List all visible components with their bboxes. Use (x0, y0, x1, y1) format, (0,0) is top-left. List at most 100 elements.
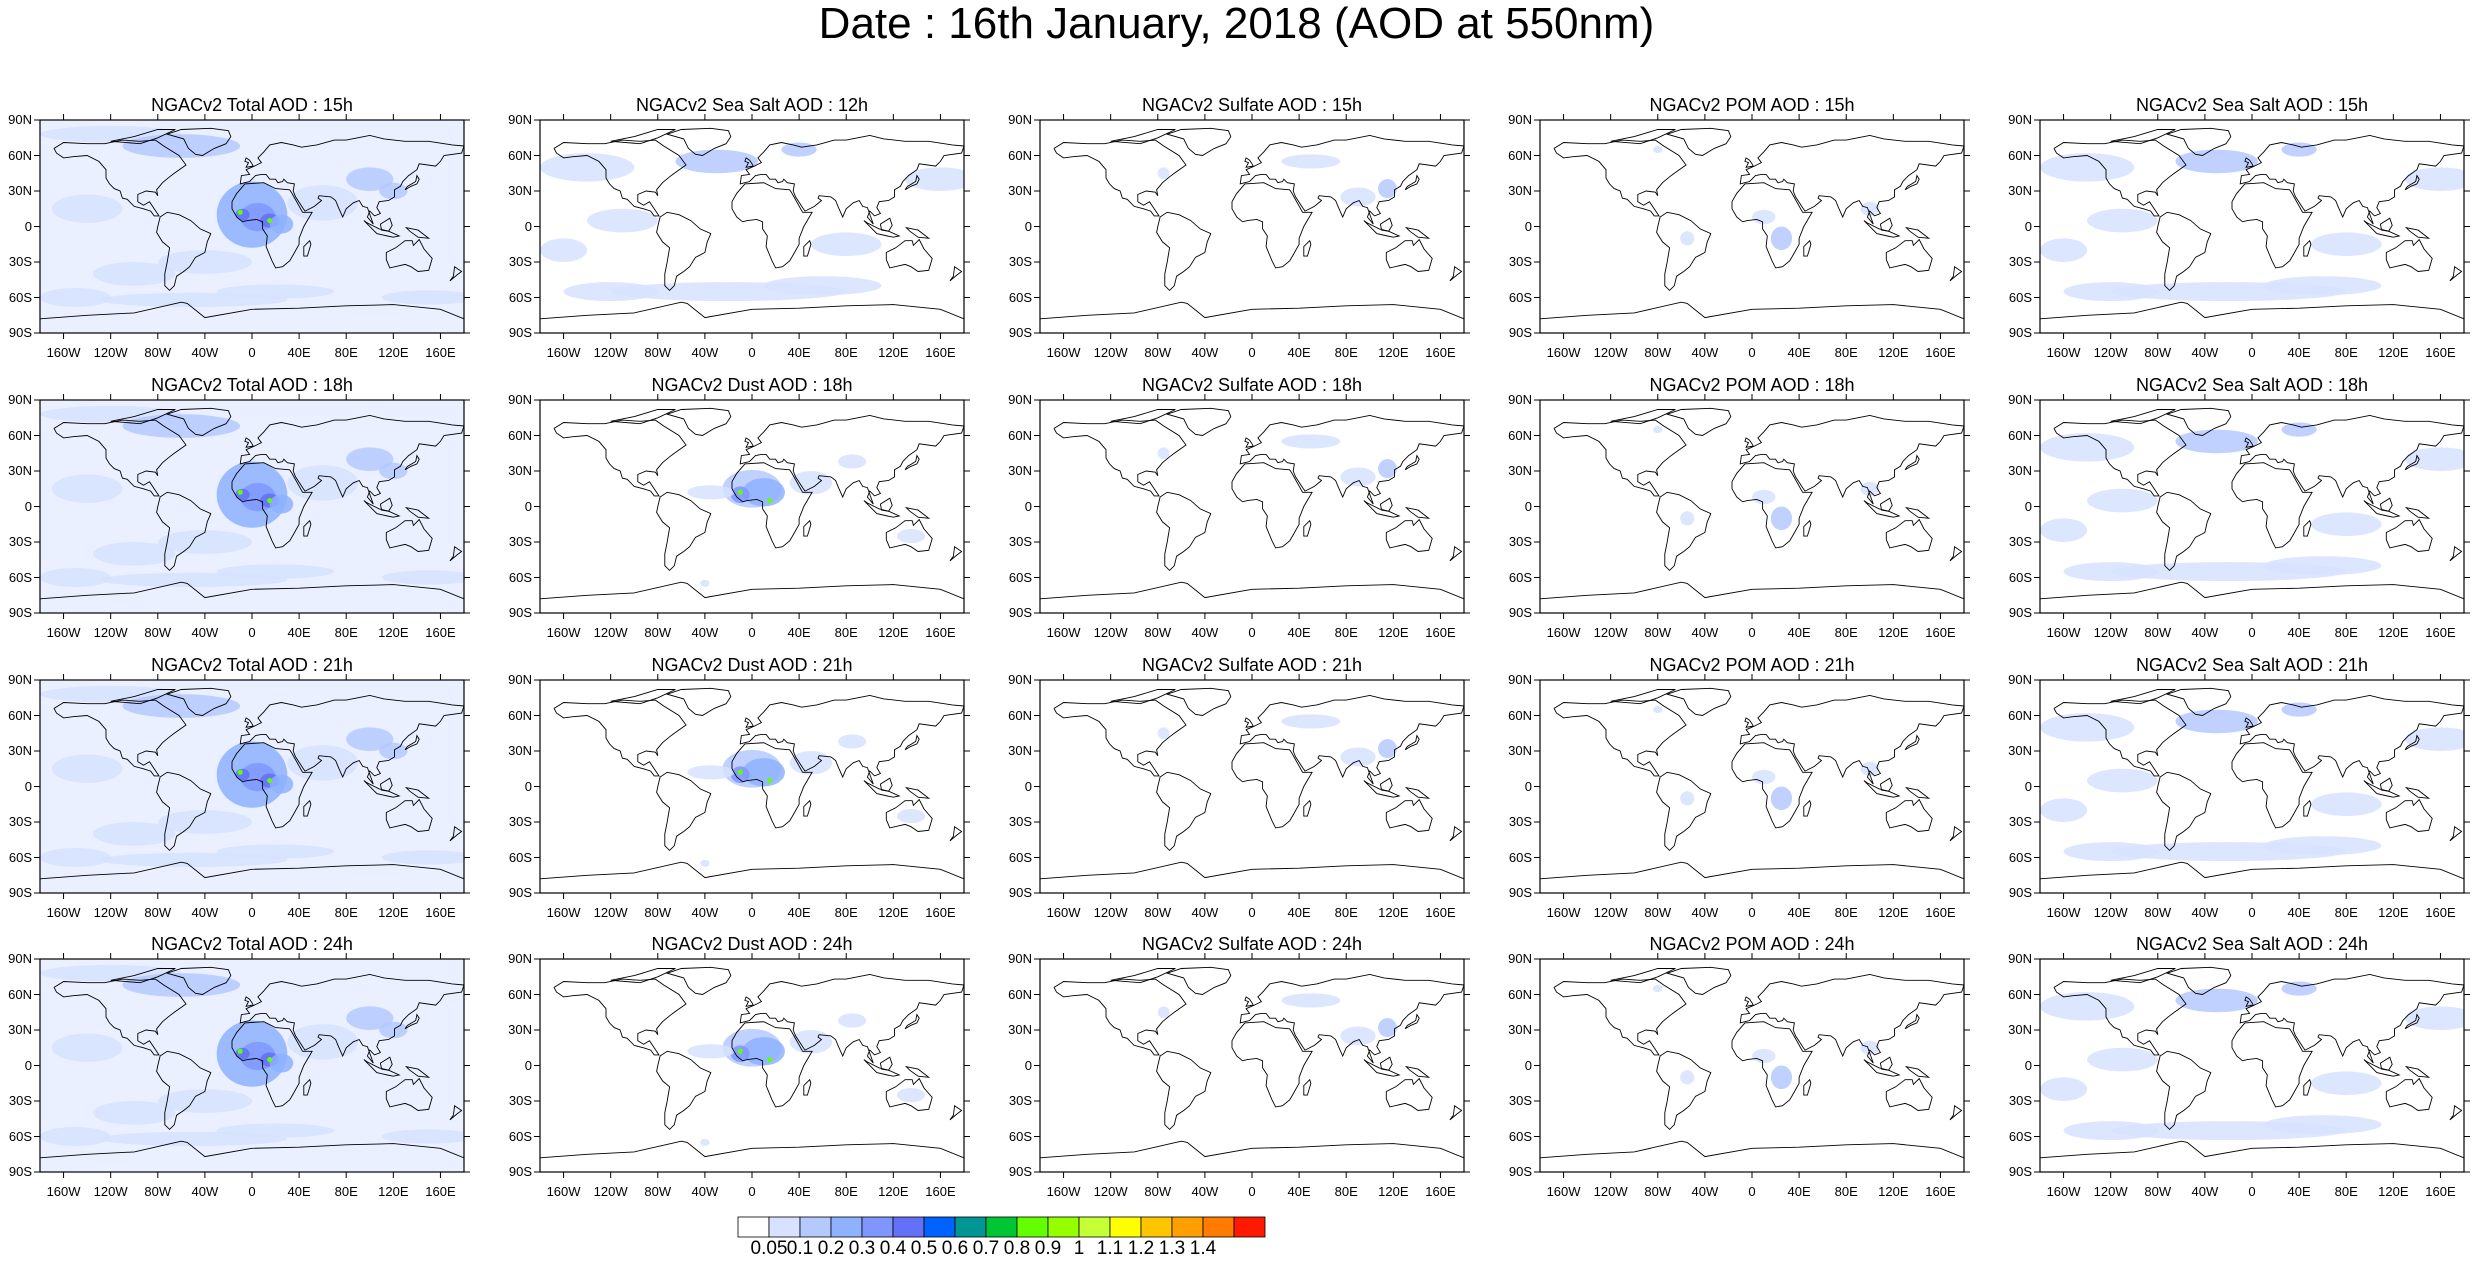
lat-label: 30N (8, 1022, 32, 1037)
coastline-north-america (1053, 419, 1187, 497)
coastline-newzealand (449, 265, 463, 282)
aod-area (2063, 1121, 2158, 1141)
coastline-africa (1231, 182, 1313, 269)
lon-label: 160W (1046, 1184, 1081, 1199)
coastline-uk (2244, 996, 2254, 1007)
colorbar-box (1171, 1216, 1204, 1238)
aod-area (1157, 1006, 1170, 1019)
coastline-north-america (1053, 978, 1187, 1056)
panel-title: NGACv2 Dust AOD : 24h (651, 934, 853, 954)
coastline-arctic-islands (2110, 968, 2176, 984)
aod-area (2040, 518, 2088, 542)
lat-label: 90S (1508, 885, 1532, 900)
colorbar-box (1140, 1216, 1173, 1238)
coastline-south-america (656, 771, 712, 852)
aod-high-spot (237, 209, 243, 215)
lat-label: 60N (1508, 147, 1532, 163)
lon-label: 160W (546, 625, 581, 640)
lon-label: 160W (546, 1184, 581, 1199)
coastline-newzealand (2449, 1104, 2463, 1121)
aod-area (269, 774, 294, 794)
coastline-greenland (665, 127, 732, 156)
coastline-arctic-islands (610, 129, 676, 145)
lon-label: 160E (425, 905, 456, 920)
aod-area (1281, 154, 1341, 169)
aod-area (1340, 1026, 1376, 1046)
coastline-uk (1744, 437, 1754, 448)
coastline-antarctica (1540, 861, 1964, 893)
coastline-newzealand (949, 1104, 963, 1121)
lon-label: 160W (1546, 1184, 1581, 1199)
lon-label: 40E (1287, 1184, 1311, 1199)
coastline-borneo (879, 497, 893, 512)
lat-label: 60N (2008, 707, 2032, 723)
coastline-madagascar (803, 799, 812, 817)
colorbar-box (1109, 1216, 1142, 1238)
lon-label: 0 (748, 905, 756, 920)
aod-area (789, 1030, 833, 1054)
colorbar-box (1047, 1216, 1080, 1238)
coastline-australia (385, 238, 433, 272)
coastline-africa (1731, 182, 1813, 269)
lon-label: 120E (878, 905, 909, 920)
coastline-newzealand (1449, 265, 1463, 282)
aod-area (2040, 713, 2135, 742)
coastline-newzealand (1449, 825, 1463, 842)
colorbar-box (1078, 1216, 1111, 1238)
lat-label: 60N (8, 427, 32, 443)
coastline-eurasia (239, 694, 464, 785)
lon-label: 80E (834, 905, 858, 920)
lat-label: 30N (2008, 463, 2032, 478)
lon-label: 120E (378, 1184, 409, 1199)
coastline-eurasia (239, 973, 464, 1064)
panel-title: NGACv2 Dust AOD : 18h (651, 375, 853, 395)
lat-label: 60S (1008, 1128, 1032, 1144)
aod-area (896, 1087, 926, 1103)
aod-area (1653, 426, 1663, 434)
coastline-africa (231, 1021, 313, 1108)
lat-label: 60N (508, 147, 532, 163)
coastline-australia (1885, 1077, 1933, 1111)
aod-area (1378, 739, 1397, 759)
aod-area (1340, 187, 1376, 207)
colorbar-label: 1.3 (1158, 1238, 1186, 1259)
coastline-indonesia (2363, 1059, 2401, 1077)
lat-label: 60S (508, 569, 532, 585)
lon-label: 120E (1878, 625, 1909, 640)
lon-label: 120W (1093, 625, 1128, 640)
lat-label: 0 (2024, 498, 2032, 514)
aod-area (1157, 167, 1170, 180)
lon-label: 80E (2334, 625, 2358, 640)
aod-area (269, 1053, 294, 1073)
aod-area (2263, 836, 2382, 856)
lon-label: 120W (1593, 625, 1628, 640)
coastline-madagascar (1803, 799, 1812, 817)
lat-label: 90S (8, 885, 32, 900)
lat-label: 60N (508, 986, 532, 1002)
lat-label: 30S (1508, 814, 1532, 829)
coastline-arctic-islands (110, 689, 176, 705)
coastline-antarctica (40, 1140, 464, 1172)
coastline-greenland (1665, 966, 1732, 995)
coastline-south-america (156, 1050, 212, 1131)
lon-label: 120E (378, 905, 409, 920)
aod-high-spot (237, 1048, 243, 1054)
coastline-australia (1885, 798, 1933, 832)
coastline-greenland (2165, 966, 2232, 995)
lat-label: 90N (1508, 951, 1532, 966)
aod-area (687, 485, 735, 500)
coastline-australia (885, 518, 933, 552)
aod-area (379, 1021, 408, 1039)
coastline-north-america (2053, 699, 2187, 777)
lon-label: 120E (1378, 1184, 1409, 1199)
panel-title: NGACv2 Total AOD : 15h (151, 95, 353, 115)
coastline-indonesia (1863, 500, 1901, 518)
lon-label: 120E (2378, 1184, 2409, 1199)
colorbar-box (985, 1216, 1018, 1238)
colorbar-box (923, 1216, 956, 1238)
coastline-indonesia (2363, 780, 2401, 798)
aod-area (287, 1024, 358, 1060)
lon-label: 120W (2093, 625, 2128, 640)
lat-label: 60N (2008, 147, 2032, 163)
coastline-antarctica (40, 861, 464, 893)
